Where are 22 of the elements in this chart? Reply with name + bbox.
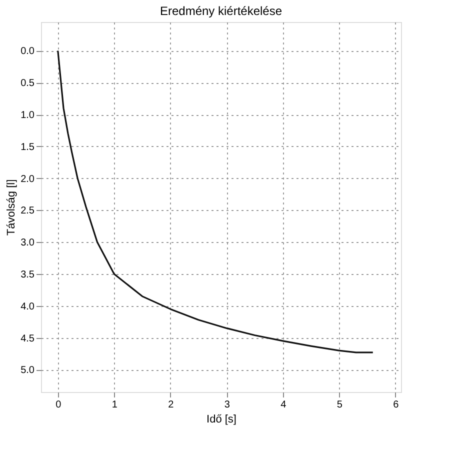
y-tick-label: 3.5: [20, 269, 35, 280]
y-tick-label: 4.5: [20, 333, 35, 344]
x-tick-label: 2: [168, 400, 174, 410]
x-tick-label: 3: [224, 400, 230, 410]
y-tick-label: 2.0: [20, 174, 35, 185]
y-tick-label: 5.0: [20, 365, 35, 376]
y-axis-title: Távolság [l]: [6, 179, 18, 236]
x-tick-label: 6: [393, 400, 400, 410]
y-tick-label: 1.5: [20, 142, 35, 153]
y-tick-label: 0.5: [20, 78, 35, 90]
y-tick-label: 0.0: [20, 46, 35, 58]
x-tick-label: 5: [336, 400, 343, 410]
y-tick-label: 2.5: [20, 206, 35, 217]
y-tick-label: 3.0: [20, 238, 35, 249]
x-axis-title: Idő [s]: [206, 414, 236, 426]
x-tick-label: 4: [280, 400, 287, 410]
y-tick-label: 4.0: [20, 301, 35, 312]
line-series: [57, 50, 374, 354]
x-tick-label: 1: [112, 400, 118, 410]
x-tick-label: 0: [56, 400, 62, 410]
chart-title: Eredmény kiértékelése: [160, 4, 282, 18]
y-tick-label: 1.0: [20, 110, 35, 121]
